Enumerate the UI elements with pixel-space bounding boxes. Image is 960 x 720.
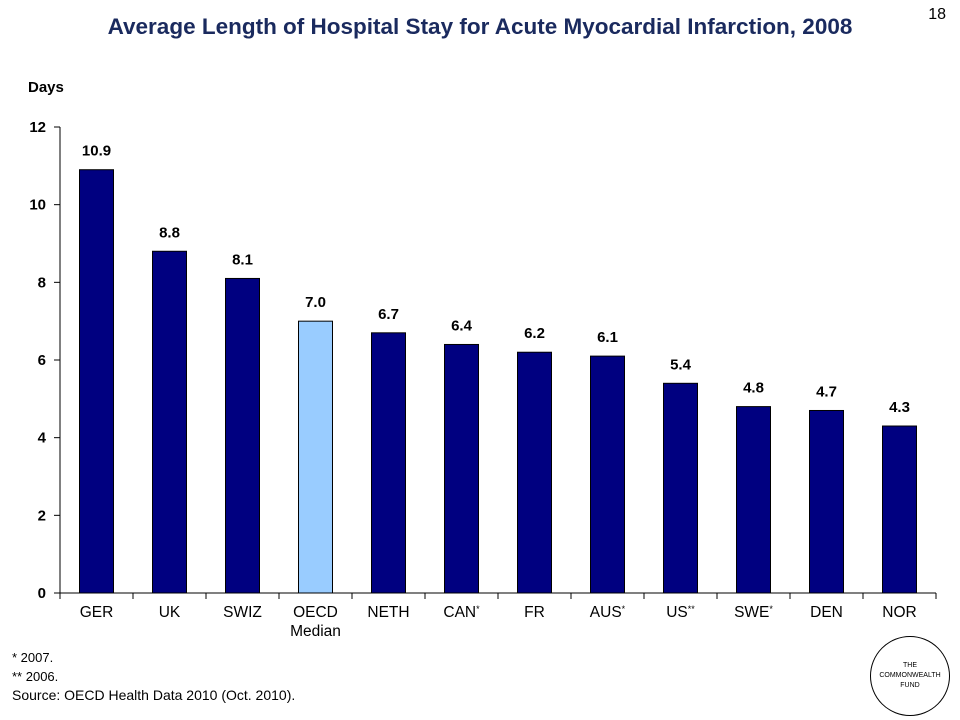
y-tick-label: 6	[38, 352, 46, 369]
y-tick-label: 2	[38, 507, 46, 524]
commonwealth-fund-logo: THE COMMONWEALTH FUND	[870, 636, 950, 716]
bar-chart: Days 0 2 4 6 8 10 12 10.9 8.8 8.1 7.0 6.7 6.4 6.2 6.1…	[28, 79, 937, 640]
x-axis: GER UK SWIZ OECD Median NETH CAN* FR AUS* US** SWE…	[59, 592, 937, 640]
category-label: SWIZ	[223, 604, 262, 621]
y-tick-label: 10	[29, 197, 46, 214]
data-label: 5.4	[670, 356, 692, 373]
category-label: NOR	[882, 604, 916, 621]
data-label: 10.9	[82, 143, 111, 160]
y-axis-label: Days	[28, 79, 64, 96]
data-label: 4.8	[743, 380, 764, 397]
category-label: GER	[80, 604, 114, 621]
data-label: 7.0	[305, 294, 326, 311]
category-label: SWE*	[734, 604, 773, 621]
category-label-line2: Median	[290, 623, 341, 640]
data-label: 4.3	[889, 399, 910, 416]
data-label: 6.7	[378, 306, 399, 323]
bars: 10.9 8.8 8.1 7.0 6.7 6.4 6.2 6.1 5.4 4.8 4.7 4.3	[79, 143, 917, 594]
bar-can	[444, 343, 479, 594]
chart-title: Average Length of Hospital Stay for Acut…	[107, 14, 853, 39]
category-label: AUS*	[590, 604, 626, 621]
data-label: 6.4	[451, 317, 473, 334]
footnotes: * 2007. ** 2006. Source: OECD Health Dat…	[12, 648, 295, 705]
logo-line: FUND	[900, 682, 920, 689]
bar-oecd	[298, 320, 333, 594]
category-label: CAN*	[443, 604, 480, 621]
footnote-marker: **	[688, 604, 696, 614]
source-note: Source: OECD Health Data 2010 (Oct. 2010…	[12, 687, 296, 703]
footnote-marker: *	[476, 604, 480, 614]
bar-us	[663, 382, 698, 594]
bar-nor	[882, 425, 917, 594]
bar-uk	[152, 250, 187, 594]
bar-ger	[79, 169, 114, 594]
y-tick-label: 4	[38, 430, 47, 447]
footnote-2007: * 2007.	[12, 650, 54, 665]
y-tick-label: 12	[29, 119, 46, 136]
bar-swiz	[225, 277, 260, 594]
bar-swe	[736, 406, 771, 594]
y-axis: 0 2 4 6 8 10 12	[29, 119, 61, 602]
category-label: OECD	[293, 604, 338, 621]
logo-line: THE	[903, 662, 917, 669]
footnote-marker: *	[769, 604, 773, 614]
category-label: US**	[666, 604, 695, 621]
category-label: UK	[159, 604, 181, 621]
category-label: FR	[524, 604, 545, 621]
data-label: 8.1	[232, 251, 253, 268]
page-number: 18	[928, 6, 946, 23]
footnote-2006: ** 2006.	[12, 669, 59, 684]
footnote-marker: *	[622, 604, 626, 614]
bar-neth	[371, 332, 406, 594]
data-label: 8.8	[159, 224, 180, 241]
bar-den	[809, 409, 844, 594]
data-label: 4.7	[816, 383, 837, 400]
bar-fr	[517, 351, 552, 594]
y-tick-label: 8	[38, 274, 46, 291]
data-label: 6.2	[524, 325, 545, 342]
data-label: 6.1	[597, 329, 618, 346]
bar-aus	[590, 355, 625, 594]
category-label: DEN	[810, 604, 843, 621]
category-label: NETH	[367, 604, 409, 621]
logo-line: COMMONWEALTH	[879, 672, 941, 679]
y-tick-label: 0	[38, 585, 46, 602]
